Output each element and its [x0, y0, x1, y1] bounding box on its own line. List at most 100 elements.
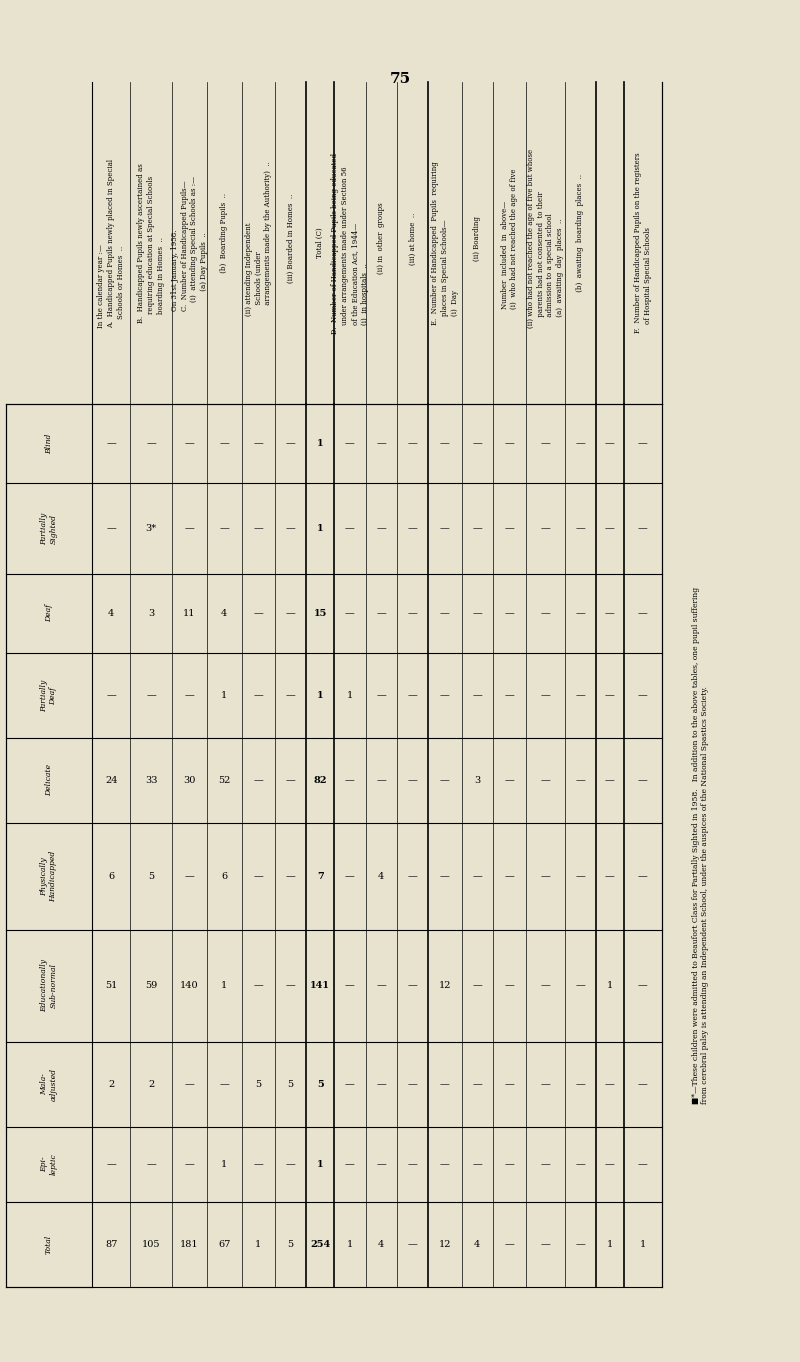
Text: —: —: [254, 872, 263, 881]
Text: —: —: [376, 691, 386, 700]
Text: 12: 12: [438, 982, 451, 990]
Text: Delicate: Delicate: [45, 764, 53, 797]
Text: 5: 5: [288, 1080, 294, 1088]
Text: —: —: [575, 439, 585, 448]
Text: 12: 12: [438, 1239, 451, 1249]
Text: —: —: [254, 776, 263, 785]
Text: Epi-
leptic: Epi- leptic: [40, 1154, 58, 1175]
Text: —: —: [345, 1080, 354, 1088]
Text: —: —: [286, 1160, 295, 1169]
Text: Physically
Handicapped: Physically Handicapped: [40, 851, 58, 902]
Text: —: —: [185, 524, 194, 533]
Text: 5: 5: [317, 1080, 324, 1088]
Text: 1: 1: [317, 524, 323, 533]
Text: D.  Number of Handicapped Pupils being educated
    under arrangements made unde: D. Number of Handicapped Pupils being ed…: [331, 153, 369, 334]
Text: —: —: [638, 609, 648, 618]
Text: —: —: [146, 691, 156, 700]
Text: (ii) attending Independent
         Schools (under
         arrangements made by: (ii) attending Independent Schools (unde…: [245, 161, 272, 326]
Text: —: —: [185, 691, 194, 700]
Text: 67: 67: [218, 1239, 230, 1249]
Text: —: —: [286, 524, 295, 533]
Text: —: —: [254, 982, 263, 990]
Text: 140: 140: [180, 982, 198, 990]
Text: —: —: [472, 1160, 482, 1169]
Text: —: —: [472, 691, 482, 700]
Text: 51: 51: [105, 982, 118, 990]
Text: Blind: Blind: [45, 433, 53, 454]
Text: 33: 33: [145, 776, 158, 785]
Text: —: —: [605, 439, 614, 448]
Text: —: —: [106, 439, 116, 448]
Text: —: —: [605, 776, 614, 785]
Text: —: —: [638, 439, 648, 448]
Text: 1: 1: [317, 691, 323, 700]
Text: (b)  awaiting  boarding  places  ..: (b) awaiting boarding places ..: [576, 174, 584, 312]
Text: —: —: [408, 524, 418, 533]
Text: Partially
Sighted: Partially Sighted: [40, 512, 58, 545]
Text: (iii) at home  ..: (iii) at home ..: [409, 212, 417, 274]
Text: —: —: [408, 1239, 418, 1249]
Text: —: —: [472, 982, 482, 990]
Text: —: —: [219, 439, 229, 448]
Text: 6: 6: [221, 872, 227, 881]
Text: (ii) in  other  groups: (ii) in other groups: [377, 203, 385, 283]
Text: Mala-
adjusted: Mala- adjusted: [40, 1068, 58, 1100]
Text: —: —: [605, 524, 614, 533]
Text: (ii) who had not reached the age of five but whose
         parents had not cons: (ii) who had not reached the age of five…: [526, 148, 564, 336]
Text: Total: Total: [45, 1235, 53, 1254]
Text: (iii) Boarded in Homes  ..: (iii) Boarded in Homes ..: [286, 193, 294, 293]
Text: —: —: [575, 609, 585, 618]
Text: 181: 181: [180, 1239, 198, 1249]
Text: —: —: [345, 439, 354, 448]
Text: —: —: [440, 776, 450, 785]
Text: —: —: [440, 691, 450, 700]
Text: —: —: [541, 776, 550, 785]
Text: —: —: [541, 439, 550, 448]
Text: —: —: [541, 982, 550, 990]
Text: —: —: [505, 982, 514, 990]
Text: —: —: [605, 1160, 614, 1169]
Text: —: —: [605, 1080, 614, 1088]
Text: —: —: [254, 691, 263, 700]
Text: —: —: [575, 1160, 585, 1169]
Text: —: —: [541, 1080, 550, 1088]
Text: —: —: [286, 691, 295, 700]
Text: 1: 1: [255, 1239, 262, 1249]
Text: —: —: [472, 524, 482, 533]
Text: 1: 1: [317, 439, 323, 448]
Text: 105: 105: [142, 1239, 161, 1249]
Text: —: —: [440, 1080, 450, 1088]
Text: —: —: [376, 982, 386, 990]
Text: 5: 5: [148, 872, 154, 881]
Text: —: —: [106, 1160, 116, 1169]
Text: —: —: [286, 776, 295, 785]
Text: —: —: [286, 872, 295, 881]
Text: 4: 4: [378, 1239, 384, 1249]
Text: —: —: [638, 1080, 648, 1088]
Text: —: —: [541, 872, 550, 881]
Text: —: —: [638, 982, 648, 990]
Text: —: —: [408, 1080, 418, 1088]
Text: F.  Number of Handicapped Pupils on the registers
    of Hospital Special School: F. Number of Handicapped Pupils on the r…: [634, 153, 652, 334]
Text: —: —: [106, 691, 116, 700]
Text: —: —: [541, 524, 550, 533]
Text: 1: 1: [317, 1160, 323, 1169]
Text: —: —: [376, 1160, 386, 1169]
Text: —: —: [440, 872, 450, 881]
Text: Partially
Deaf: Partially Deaf: [40, 680, 58, 712]
Text: —: —: [345, 776, 354, 785]
Text: —: —: [254, 439, 263, 448]
Text: 1: 1: [221, 982, 227, 990]
Text: 24: 24: [105, 776, 118, 785]
Text: —: —: [638, 776, 648, 785]
Text: —: —: [472, 609, 482, 618]
Text: —: —: [408, 982, 418, 990]
Text: 4: 4: [221, 609, 227, 618]
Text: —: —: [286, 982, 295, 990]
Text: —: —: [541, 1160, 550, 1169]
Text: —: —: [376, 776, 386, 785]
Text: —: —: [408, 691, 418, 700]
Text: 52: 52: [218, 776, 230, 785]
Text: 4: 4: [474, 1239, 480, 1249]
Text: 5: 5: [255, 1080, 262, 1088]
